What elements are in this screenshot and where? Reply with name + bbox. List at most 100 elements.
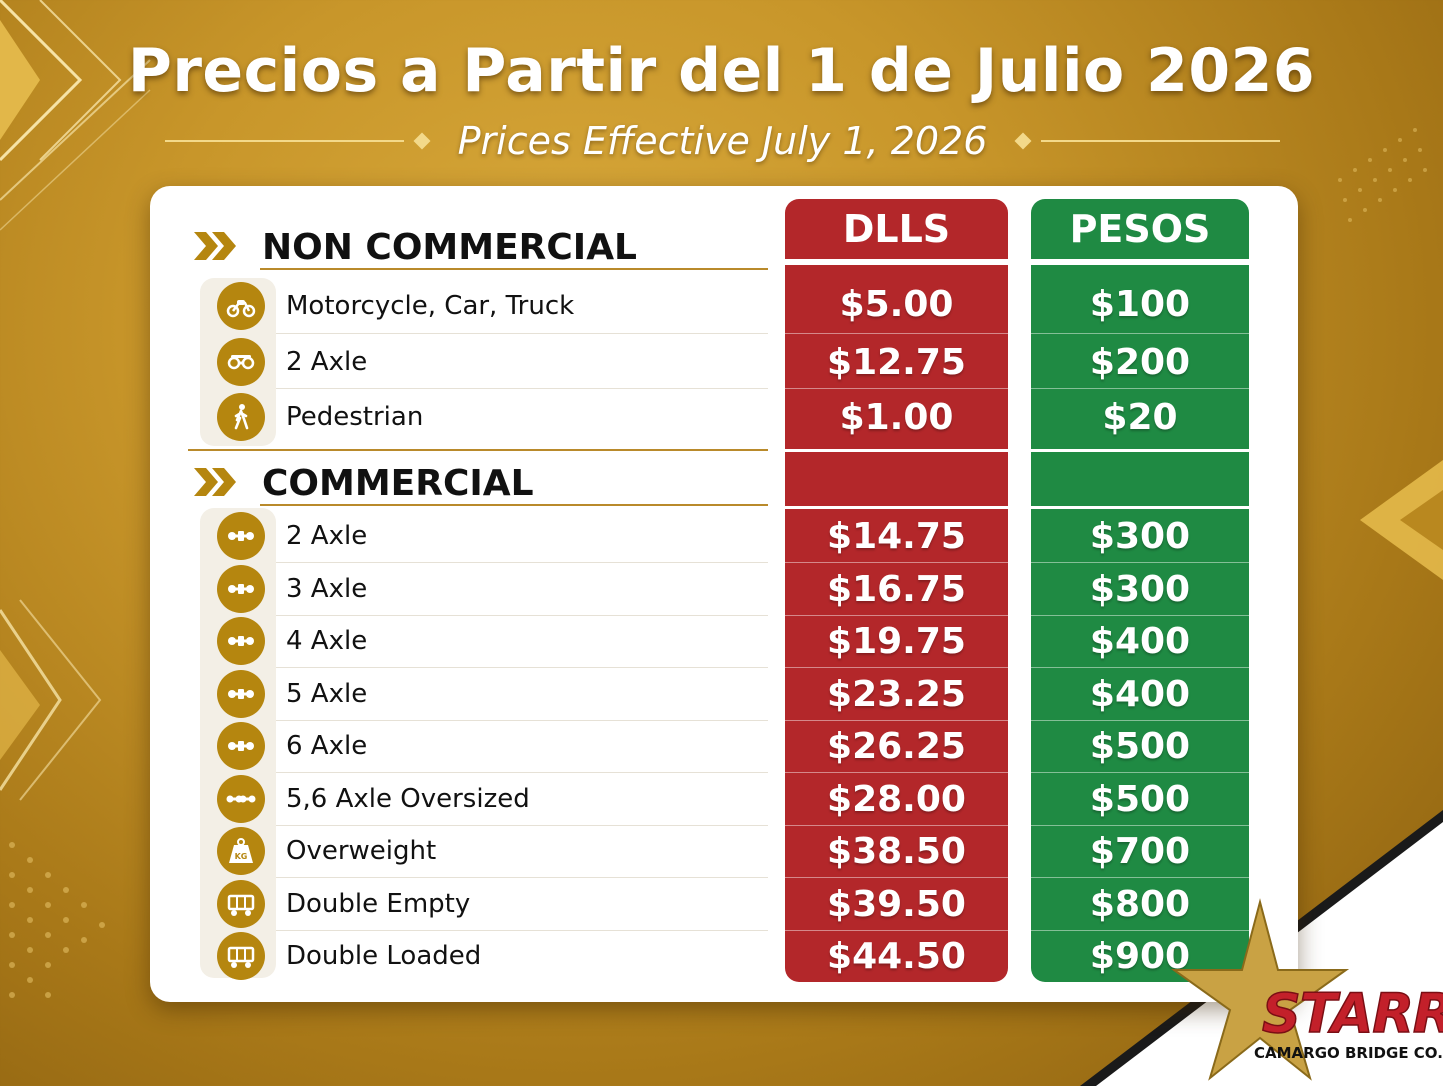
mxn-price: $800 <box>1089 883 1191 925</box>
trailer-icon <box>217 932 265 980</box>
row-label: Overweight <box>286 836 437 866</box>
usd-price: $5.00 <box>839 283 954 325</box>
weight-kg-icon: KG <box>217 827 265 875</box>
usd-row-divider <box>785 877 1008 878</box>
usd-row-divider <box>785 333 1008 334</box>
usd-row-divider <box>785 930 1008 931</box>
table-row: Double Loaded <box>200 930 768 982</box>
truck-axle-icon <box>217 670 265 718</box>
pedestrian-icon <box>217 393 265 441</box>
mxn-column <box>1031 199 1249 982</box>
truck-axle-icon <box>217 617 265 665</box>
row-label: Motorcycle, Car, Truck <box>286 291 575 321</box>
mxn-header-separator <box>1031 259 1249 265</box>
usd-price: $19.75 <box>827 620 966 662</box>
row-divider <box>276 772 768 773</box>
mxn-row-divider <box>1031 772 1249 773</box>
usd-price: $38.50 <box>827 830 966 872</box>
usd-price: $12.75 <box>827 341 966 383</box>
usd-section-separator <box>785 506 1008 509</box>
usd-row-divider <box>785 562 1008 563</box>
subtitle-bar: Prices Effective July 1, 2026 <box>165 116 1280 166</box>
section-label: NON COMMERCIAL <box>262 227 637 268</box>
mxn-price: $700 <box>1089 830 1191 872</box>
row-label: 2 Axle <box>286 521 368 551</box>
row-divider <box>276 930 768 931</box>
usd-section-separator <box>785 449 1008 452</box>
mxn-price: $300 <box>1089 568 1191 610</box>
mxn-row-divider <box>1031 720 1249 721</box>
usd-row-divider <box>785 772 1008 773</box>
mxn-price: $500 <box>1089 778 1191 820</box>
table-row: 5,6 Axle Oversized <box>200 773 768 825</box>
mxn-price: $200 <box>1089 341 1191 383</box>
usd-price: $44.50 <box>827 935 966 977</box>
mxn-row-divider <box>1031 615 1249 616</box>
mxn-price: $100 <box>1089 283 1191 325</box>
mxn-row-divider <box>1031 562 1249 563</box>
mxn-column-header: PESOS <box>1069 207 1211 251</box>
row-label: 3 Axle <box>286 574 368 604</box>
mxn-price: $20 <box>1102 396 1178 438</box>
truck-axle-icon <box>217 512 265 560</box>
table-row: KG Overweight <box>200 825 768 877</box>
mxn-section-separator <box>1031 506 1249 509</box>
mxn-price: $300 <box>1089 515 1191 557</box>
usd-price: $23.25 <box>827 673 966 715</box>
axle-icon <box>217 338 265 386</box>
usd-price: $16.75 <box>827 568 966 610</box>
mxn-section-separator <box>1031 449 1249 452</box>
section-underline <box>260 268 768 270</box>
usd-row-divider <box>785 825 1008 826</box>
table-row: Double Empty <box>200 878 768 930</box>
row-label: 5 Axle <box>286 679 368 709</box>
table-row: 6 Axle <box>200 720 768 772</box>
mxn-price: $400 <box>1089 673 1191 715</box>
trailer-icon <box>217 880 265 928</box>
section-underline <box>260 504 768 506</box>
row-divider <box>276 720 768 721</box>
logo-tagline: CAMARGO BRIDGE CO. <box>1254 1044 1443 1062</box>
table-row: 2 Axle <box>200 510 768 562</box>
usd-header-separator <box>785 259 1008 265</box>
mxn-row-divider <box>1031 667 1249 668</box>
row-divider <box>276 562 768 563</box>
page-subtitle: Prices Effective July 1, 2026 <box>457 119 988 163</box>
row-label: 4 Axle <box>286 626 368 656</box>
row-divider <box>276 667 768 668</box>
logo-name: STARR <box>1261 981 1443 1046</box>
row-label: 5,6 Axle Oversized <box>286 784 530 814</box>
section-commercial: COMMERCIAL <box>190 462 534 502</box>
usd-price: $1.00 <box>839 396 954 438</box>
diamond-icon <box>413 132 431 150</box>
row-label: 6 Axle <box>286 731 368 761</box>
row-divider <box>276 825 768 826</box>
usd-price: $39.50 <box>827 883 966 925</box>
page-title: Precios a Partir del 1 de Julio 2026 <box>127 36 1316 106</box>
section-non-commercial: NON COMMERCIAL <box>190 226 637 266</box>
star-icon <box>1170 898 1350 1081</box>
double-chevron-icon <box>194 232 236 260</box>
row-label: Double Loaded <box>286 941 482 971</box>
usd-price: $26.25 <box>827 725 966 767</box>
mxn-row-divider <box>1031 388 1249 389</box>
row-label: 2 Axle <box>286 347 368 377</box>
row-divider <box>276 388 768 389</box>
usd-price: $28.00 <box>827 778 966 820</box>
row-label: Pedestrian <box>286 402 424 432</box>
usd-column-header: DLLS <box>842 207 951 251</box>
truck-axle-icon <box>217 722 265 770</box>
subtitle-rule-right <box>1041 140 1280 142</box>
row-label: Double Empty <box>286 889 471 919</box>
mxn-row-divider <box>1031 333 1249 334</box>
table-row: Motorcycle, Car, Truck <box>200 280 768 332</box>
table-row: Pedestrian <box>200 391 768 443</box>
usd-price: $14.75 <box>827 515 966 557</box>
usd-row-divider <box>785 667 1008 668</box>
section-divider <box>188 449 768 451</box>
svg-text:KG: KG <box>235 852 248 861</box>
table-row: 2 Axle <box>200 336 768 388</box>
table-row: 4 Axle <box>200 615 768 667</box>
table-row: 3 Axle <box>200 563 768 615</box>
subtitle-rule-left <box>165 140 404 142</box>
